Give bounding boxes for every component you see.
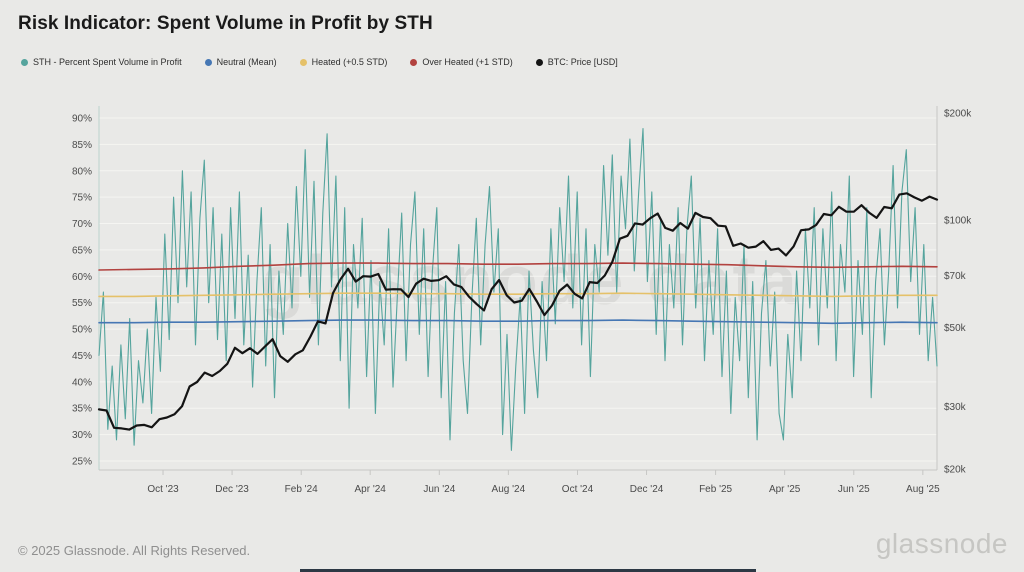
legend-item-1[interactable]: Neutral (Mean) <box>204 57 277 67</box>
left-axis-tick-label: 65% <box>72 245 92 256</box>
right-axis-tick-label: $200k <box>944 109 972 120</box>
x-axis-tick-label: Dec '24 <box>630 484 664 495</box>
right-axis-tick-label: $100k <box>944 216 972 227</box>
x-axis-tick-label: Aug '25 <box>906 484 940 495</box>
right-axis-tick-label: $50k <box>944 323 967 334</box>
x-axis-tick-label: Aug '24 <box>492 484 526 495</box>
glassnode-logo: glassnode <box>875 528 1008 559</box>
page-title: Risk Indicator: Spent Volume in Profit b… <box>18 13 433 34</box>
x-axis-tick-label: Jun '25 <box>838 484 870 495</box>
legend-item-3[interactable]: Over Heated (+1 STD) <box>410 57 513 67</box>
x-axis-tick-label: Oct '23 <box>147 484 179 495</box>
left-axis-tick-label: 90% <box>72 114 92 125</box>
right-axis-tick-label: $20k <box>944 465 967 476</box>
legend-item-label: Over Heated (+1 STD) <box>422 57 513 67</box>
x-axis-tick-label: Apr '25 <box>769 484 801 495</box>
legend-dot-icon <box>204 58 212 66</box>
left-axis-tick-label: 55% <box>72 298 92 309</box>
overheated-line <box>98 262 938 271</box>
legend-dot-icon <box>21 58 28 66</box>
legend-item-2[interactable]: Heated (+0.5 STD) <box>299 57 388 67</box>
x-axis-tick-label: Apr '24 <box>354 484 386 495</box>
legend-dot-icon <box>410 58 418 66</box>
left-axis-tick-label: 60% <box>72 272 92 283</box>
left-axis-tick-label: 30% <box>72 430 92 441</box>
x-axis-tick-label: Feb '24 <box>285 484 318 495</box>
neutral-mean-line <box>98 319 938 325</box>
left-axis-tick-label: 25% <box>72 457 92 468</box>
left-axis-tick-label: 80% <box>72 166 92 177</box>
left-axis-tick-label: 75% <box>72 193 92 204</box>
sth-series-line <box>98 128 938 451</box>
legend-dot-icon <box>535 58 543 66</box>
legend-dot-icon <box>299 58 307 66</box>
left-axis-tick-label: 45% <box>72 351 92 362</box>
x-axis-tick-label: Dec '23 <box>215 484 249 495</box>
legend-item-label: Heated (+0.5 STD) <box>311 57 388 67</box>
legend-item-4[interactable]: BTC: Price [USD] <box>535 57 618 67</box>
legend-item-label: Neutral (Mean) <box>216 57 277 67</box>
x-axis-tick-label: Oct '24 <box>562 484 594 495</box>
bottom-bar <box>300 569 756 572</box>
left-axis-tick-label: 70% <box>72 219 92 230</box>
legend-item-label: BTC: Price [USD] <box>547 57 618 67</box>
right-axis-tick-label: $70k <box>944 271 967 282</box>
left-axis-tick-label: 40% <box>72 377 92 388</box>
left-axis-tick-label: 50% <box>72 325 92 336</box>
risk-indicator-chart: Oct '23 Dec '23 Feb '24 Apr '24 Jun '24 Aug '… <box>72 106 972 495</box>
heated-line <box>98 292 938 298</box>
legend-item-0[interactable]: STH - Percent Spent Volume in Profit <box>21 57 182 67</box>
copyright-text: © 2025 Glassnode. All Rights Reserved. <box>18 543 251 558</box>
x-axis-tick-label: Feb '25 <box>699 484 732 495</box>
right-axis-tick-label: $30k <box>944 402 967 413</box>
btc-price-line <box>97 192 939 431</box>
x-axis-tick-label: Jun '24 <box>423 484 455 495</box>
left-axis-tick-label: 35% <box>72 404 92 415</box>
left-axis-tick-label: 85% <box>72 140 92 151</box>
legend: STH - Percent Spent Volume in Profit Neut… <box>21 57 618 67</box>
legend-item-label: STH - Percent Spent Volume in Profit <box>33 57 182 67</box>
